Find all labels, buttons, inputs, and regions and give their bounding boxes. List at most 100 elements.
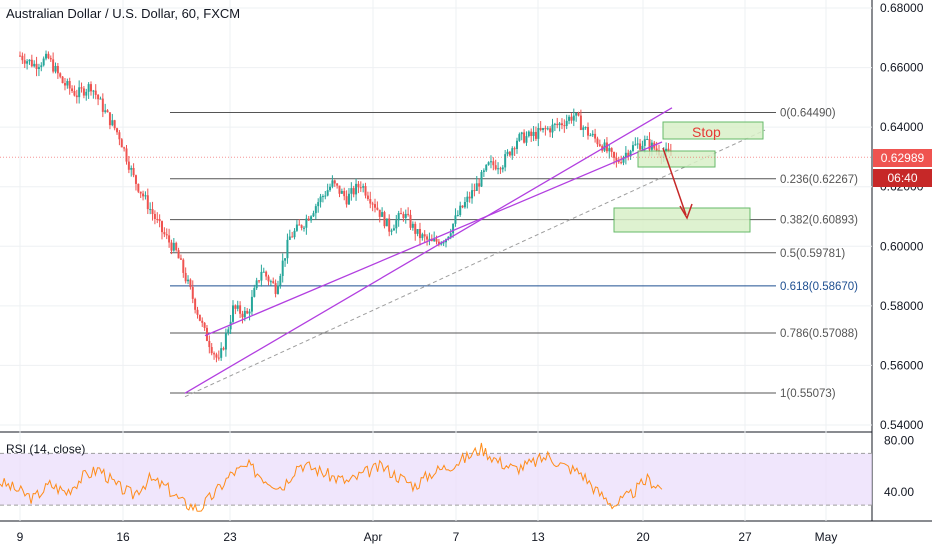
grid [0, 0, 932, 522]
countdown-tag: 06:40 [873, 169, 932, 187]
candle-body [648, 139, 651, 150]
candle-body [23, 60, 26, 64]
candle-body [19, 55, 21, 57]
candle-body [473, 190, 476, 192]
candle-body [610, 148, 613, 152]
candle-body [366, 195, 369, 200]
candle-body [352, 188, 355, 195]
stop-box [662, 121, 764, 140]
candle-body [47, 53, 50, 59]
stop-label: Stop [692, 124, 721, 140]
rsi-band [0, 453, 872, 506]
candle-body [291, 236, 294, 238]
candle-body [357, 183, 360, 188]
candle-body [551, 124, 554, 133]
candle-body [35, 63, 38, 69]
candle-body [605, 142, 608, 152]
candle-body [54, 65, 57, 72]
candle-body [210, 347, 213, 354]
candle-body [359, 187, 362, 189]
candle-body [127, 161, 130, 170]
candle-body [553, 123, 556, 125]
candle-body [28, 59, 31, 62]
candle-body [189, 279, 192, 288]
candle-body [617, 160, 620, 163]
candle-body [397, 213, 400, 221]
candle-body [104, 110, 107, 112]
candle-body [639, 143, 642, 150]
candle-body [73, 90, 76, 96]
candle-body [428, 238, 431, 240]
candle-body [267, 276, 270, 282]
candle-body [513, 148, 516, 150]
candle-body [293, 230, 296, 238]
candle-body [250, 296, 253, 312]
candle-body [395, 220, 398, 229]
candle-body [68, 81, 71, 89]
rsi-panel [0, 442, 872, 512]
candle-body [643, 139, 646, 146]
candle-body [497, 168, 500, 170]
candle-body [350, 188, 353, 194]
candle-body [63, 83, 66, 86]
candle-body [82, 88, 85, 96]
candle-body [279, 276, 282, 286]
candle-body [508, 151, 511, 156]
candle-body [589, 135, 592, 137]
candle-body [482, 170, 485, 173]
candle-body [220, 348, 223, 358]
candle-body [71, 88, 74, 91]
candle-body [149, 209, 152, 211]
candle-body [255, 280, 258, 289]
candle-body [416, 229, 419, 234]
candle-body [151, 209, 154, 215]
candle-body [338, 185, 341, 194]
candle-body [26, 61, 29, 64]
candle-body [269, 281, 272, 283]
candle-body [78, 87, 81, 98]
candle-body [572, 115, 575, 121]
candle-body [591, 133, 594, 136]
candle-body [85, 91, 88, 96]
candle-body [274, 283, 277, 294]
rsi-line [0, 442, 663, 512]
candle-body [596, 138, 599, 145]
candle-body [276, 285, 279, 294]
candle-body [329, 186, 332, 191]
candle-body [59, 73, 62, 77]
current-price-tag: 0.62989 [873, 149, 932, 167]
candle-body [544, 128, 547, 130]
candle-body [376, 207, 379, 210]
candle-body [461, 205, 464, 208]
candle-body [203, 322, 206, 328]
trendline-lower [204, 141, 663, 337]
candle-body [260, 271, 263, 281]
candle-body [624, 152, 627, 158]
candle-body [182, 259, 185, 273]
candle-body [374, 204, 376, 208]
candle-body [153, 214, 156, 219]
candle-body [620, 162, 623, 164]
candle-body [426, 236, 429, 240]
candle-body [364, 186, 367, 196]
candle-body [404, 213, 407, 218]
candle-body [40, 65, 43, 68]
candle-body [563, 125, 566, 127]
candle-body [120, 139, 123, 148]
candle-body [21, 55, 24, 61]
rsi-tick-label: 80.00 [884, 433, 914, 447]
y-tick-label: 0.56000 [880, 358, 924, 372]
candle-body [622, 157, 625, 163]
candle-body [437, 241, 440, 245]
candle-body [646, 139, 649, 141]
candle-body [390, 230, 393, 232]
x-tick-label: 16 [116, 530, 130, 544]
candle-body [627, 152, 630, 157]
entry-box [637, 150, 716, 168]
candle-body [556, 123, 559, 126]
candle-body [435, 238, 438, 242]
candle-body [106, 110, 109, 113]
rsi-title: RSI (14, close) [6, 442, 86, 456]
